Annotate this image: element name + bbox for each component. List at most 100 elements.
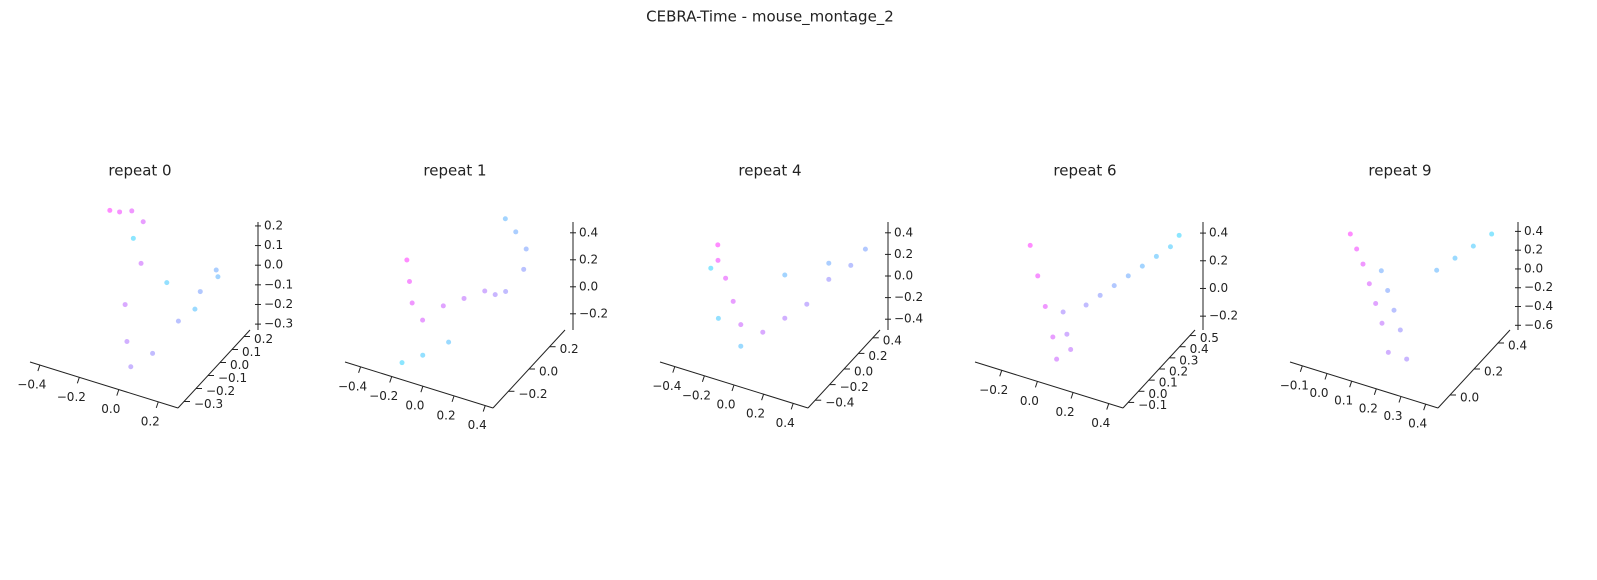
point [715,315,721,321]
point [1060,309,1066,315]
z-tick-label: 0.2 [894,247,913,261]
point [138,260,144,266]
point [1366,281,1372,287]
point [782,272,788,278]
z-tick-label: −0.4 [894,312,923,326]
z-tick-label: 0.4 [894,225,913,239]
x-tick [761,394,765,401]
point [1385,349,1391,355]
point [1035,273,1041,279]
y-tick-label: 0.2 [560,342,579,356]
point [124,339,130,345]
x-tick [1106,403,1110,410]
point [1139,263,1145,269]
subplot: repeat 6−0.20.00.20.4−0.10.00.10.20.30.4… [974,162,1238,430]
y-tick-label: 0.0 [854,365,873,379]
x-tick [116,389,120,396]
point [1176,232,1182,238]
x-tick [999,370,1003,377]
y-tick-label: −0.1 [218,371,247,385]
point [1360,261,1366,267]
x-tick-label: −0.2 [57,390,86,404]
x-tick-label: −0.4 [652,379,681,393]
x-tick [672,366,676,373]
point [848,262,854,268]
x-tick-label: 0.4 [776,416,795,430]
point [404,257,410,263]
point [513,229,519,235]
x-tick-label: −0.2 [979,383,1008,397]
x-tick [358,366,362,374]
point [1068,346,1074,352]
y-tick-label: 0.1 [1159,376,1178,390]
z-tick-label: −0.2 [579,306,608,320]
point [1125,273,1131,279]
point [738,343,744,349]
x-tick-label: 0.0 [101,402,120,416]
point [826,260,832,266]
point [1489,231,1495,237]
y-tick-label: −0.4 [825,396,854,410]
point [420,317,426,323]
point [1385,288,1391,294]
z-tick-label: 0.1 [264,238,283,252]
point [502,216,508,222]
point [440,303,446,309]
point [1452,255,1458,261]
point [215,274,221,280]
x-tick [1299,365,1303,372]
x-tick-label: 0.4 [468,418,487,432]
z-tick-label: 0.0 [1209,281,1228,295]
point [130,235,136,241]
subplot: repeat 4−0.4−0.20.00.20.4−0.4−0.20.00.20… [652,162,923,430]
z-tick-label: −0.1 [264,277,293,291]
x-tick-label: −0.1 [1280,378,1309,392]
point [804,301,810,307]
point [122,302,128,308]
y-tick-label: 0.2 [254,332,273,346]
point [1153,253,1159,259]
z-tick-label: 0.2 [1524,243,1543,257]
subplot-title: repeat 4 [738,162,801,180]
subplot: repeat 1−0.4−0.20.00.20.4−0.20.00.2−0.20… [338,162,608,433]
point [715,257,721,263]
x-tick-label: 0.0 [405,399,424,413]
x-tick [1070,392,1074,399]
point [1378,268,1384,274]
point [523,246,529,252]
x-tick-label: 0.2 [437,408,456,422]
z-tick-label: 0.0 [1524,261,1543,275]
point [1167,244,1173,250]
x-tick-label: 0.0 [1020,394,1039,408]
point [492,292,498,298]
point [1373,301,1379,307]
point [140,219,146,225]
point [1064,331,1070,337]
point [461,295,467,301]
point [1111,283,1117,289]
point [192,306,198,312]
x-axis [344,361,494,409]
z-tick-label: −0.6 [1524,318,1553,332]
point [409,300,415,306]
x-tick [1423,404,1427,411]
point [1391,307,1397,313]
point [1097,292,1103,298]
point [708,265,714,271]
subplot: repeat 9−0.10.00.10.20.30.40.00.20.4−0.6… [1280,162,1553,431]
point [1379,320,1385,326]
point [129,208,135,214]
x-tick-label: 0.0 [716,398,735,412]
point [446,339,452,345]
point [399,360,405,366]
x-tick [790,403,794,410]
y-tick-label: 0.4 [1190,342,1209,356]
point [107,207,113,213]
point [1404,356,1410,362]
x-tick [37,364,41,372]
y-tick-label: 0.2 [868,349,887,363]
point [1434,267,1440,273]
point [723,275,729,281]
point [1354,246,1360,252]
